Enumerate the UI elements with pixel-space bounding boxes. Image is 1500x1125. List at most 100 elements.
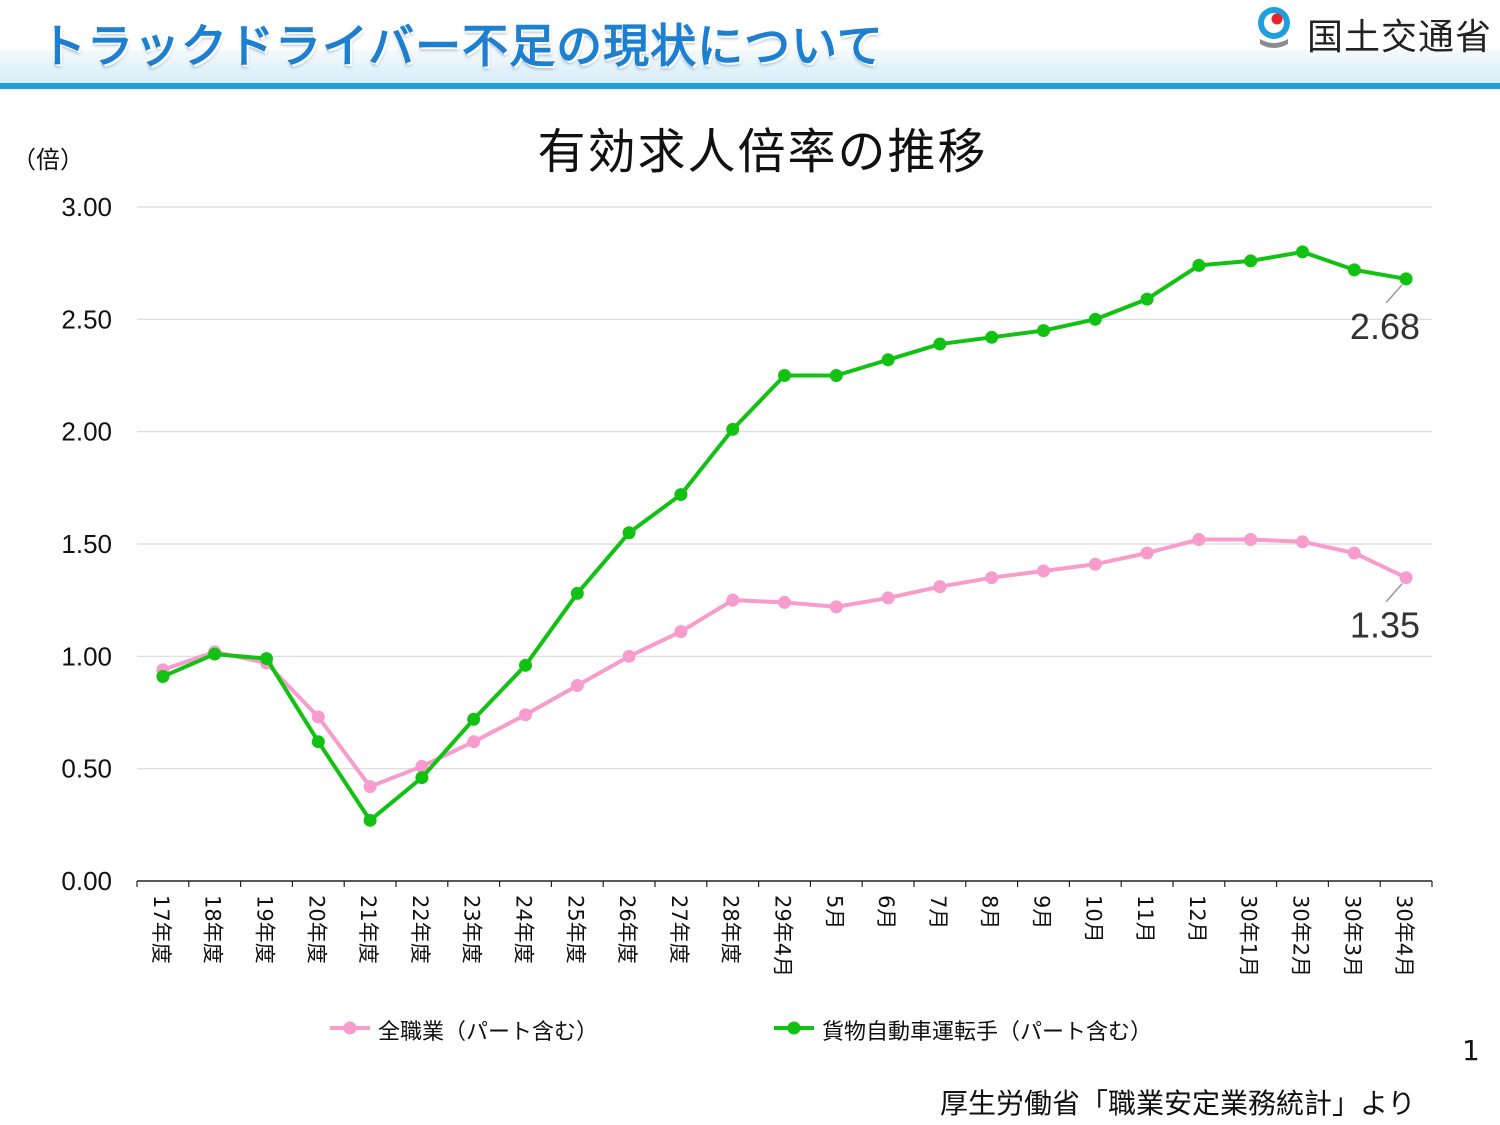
y-axis-unit-label: （倍） (12, 146, 84, 174)
x-tick-label: 6月 (874, 895, 898, 929)
x-tick-label: 22年度 (408, 895, 432, 964)
x-tick-label: 30年2月 (1289, 895, 1313, 977)
x-tick-label: 27年度 (667, 895, 691, 964)
data-point (415, 771, 429, 785)
data-point (1399, 571, 1413, 585)
x-tick-label: 7月 (926, 895, 950, 929)
data-point (363, 813, 377, 827)
data-point (778, 369, 791, 382)
data-point (363, 780, 377, 794)
page-number: 1 (1462, 1034, 1480, 1067)
x-tick-label: 30年3月 (1340, 895, 1364, 977)
legend-marker-pink (330, 1021, 370, 1035)
data-point (985, 571, 999, 585)
x-tick-label: 28年度 (719, 895, 743, 964)
y-tick-label: 0.50 (61, 754, 112, 784)
data-point (415, 759, 429, 773)
x-tick-label: 24年度 (512, 895, 536, 964)
slide-title: トラックドライバー不足の現状について (40, 19, 884, 73)
data-point (260, 652, 273, 666)
y-tick-label: 2.50 (61, 304, 112, 334)
y-tick-label: 1.00 (61, 641, 112, 671)
data-point (467, 712, 481, 726)
data-point (1399, 272, 1413, 286)
data-label-leader (1385, 284, 1403, 304)
data-point (674, 488, 688, 502)
x-tick-label: 19年度 (253, 895, 277, 964)
x-tick-label: 29年4月 (771, 895, 795, 977)
y-tick-label: 1.50 (61, 529, 112, 559)
data-point (881, 591, 895, 605)
slide-header: トラックドライバー不足の現状について 国土交通省 (0, 0, 1500, 92)
data-point (570, 679, 584, 693)
data-point (674, 625, 688, 639)
x-tick-label: 20年度 (304, 895, 328, 964)
legend-label-all-occupations: 全職業（パート含む） (378, 1020, 599, 1045)
x-tick-label: 23年度 (460, 895, 484, 964)
x-tick-label: 17年度 (149, 895, 173, 964)
x-tick-label: 10月 (1081, 895, 1105, 943)
x-tick-label: 5月 (822, 895, 846, 929)
legend-label-truck-drivers: 貨物自動車運転手（パート含む） (822, 1020, 1153, 1045)
series-line (162, 249, 1407, 823)
data-point (985, 330, 999, 344)
line-chart: 0.00 0.50 1.00 1.50 2.00 2.50 3.00 17年度 18年度 19年度… (61, 192, 1433, 977)
data-point (311, 735, 325, 749)
x-tick-label: 12月 (1185, 895, 1209, 943)
chart-legend: 全職業（パート含む） 貨物自動車運転手（パート含む） (330, 1012, 1230, 1045)
legend-marker-green (774, 1021, 814, 1035)
data-point (933, 337, 947, 351)
header-band (0, 50, 1500, 84)
x-tick-label: 30年4月 (1392, 895, 1416, 977)
data-point (311, 710, 325, 724)
data-point (208, 647, 222, 661)
data-point (519, 658, 532, 672)
data-point (778, 595, 791, 609)
mlit-emblem-icon (1258, 7, 1290, 48)
y-tick-label: 2.00 (61, 417, 112, 447)
source-note: 厚生労働省「職業安定業務統計」より (940, 1087, 1416, 1120)
chart-title: 有効求人倍率の推移 (537, 124, 988, 180)
series-line (162, 537, 1407, 789)
data-point (726, 422, 740, 436)
header-rule (0, 83, 1500, 89)
data-point (1192, 533, 1206, 547)
data-point (1296, 245, 1309, 259)
data-point (1347, 263, 1361, 277)
data-point (1088, 557, 1102, 571)
x-tick-label: 8月 (978, 895, 1002, 929)
x-tick-label: 26年度 (615, 895, 639, 964)
data-point (1244, 533, 1258, 547)
series-all-occupations: 1.35 (156, 533, 1420, 794)
ministry-logo: 国土交通省 (1250, 4, 1495, 58)
data-point (1140, 292, 1154, 306)
data-point (570, 586, 584, 600)
data-point (1192, 258, 1206, 272)
x-tick-label: 11月 (1133, 895, 1157, 943)
data-point (1244, 254, 1258, 268)
data-point (1088, 312, 1102, 326)
data-point (1037, 564, 1050, 578)
data-point (881, 353, 895, 367)
x-tick-label: 25年度 (563, 895, 587, 964)
x-tick-label: 9月 (1030, 895, 1054, 929)
data-point (519, 708, 532, 722)
data-point (1296, 535, 1309, 549)
data-point (726, 593, 740, 607)
ministry-name: 国土交通省 (1307, 17, 1493, 58)
data-label: 2.68 (1350, 306, 1420, 347)
data-point (156, 670, 170, 684)
data-label: 1.35 (1350, 605, 1420, 646)
data-point (829, 600, 843, 614)
data-point (622, 526, 636, 540)
y-tick-label: 3.00 (61, 192, 112, 222)
data-point (622, 649, 636, 663)
data-point (467, 735, 481, 749)
x-tick-label: 21年度 (356, 895, 380, 964)
data-point (829, 369, 843, 382)
series-truck-drivers: 2.68 (156, 245, 1420, 827)
y-tick-label: 0.00 (61, 866, 112, 896)
data-point (1347, 546, 1361, 560)
data-label-leader (1385, 583, 1403, 603)
data-point (1037, 324, 1050, 338)
